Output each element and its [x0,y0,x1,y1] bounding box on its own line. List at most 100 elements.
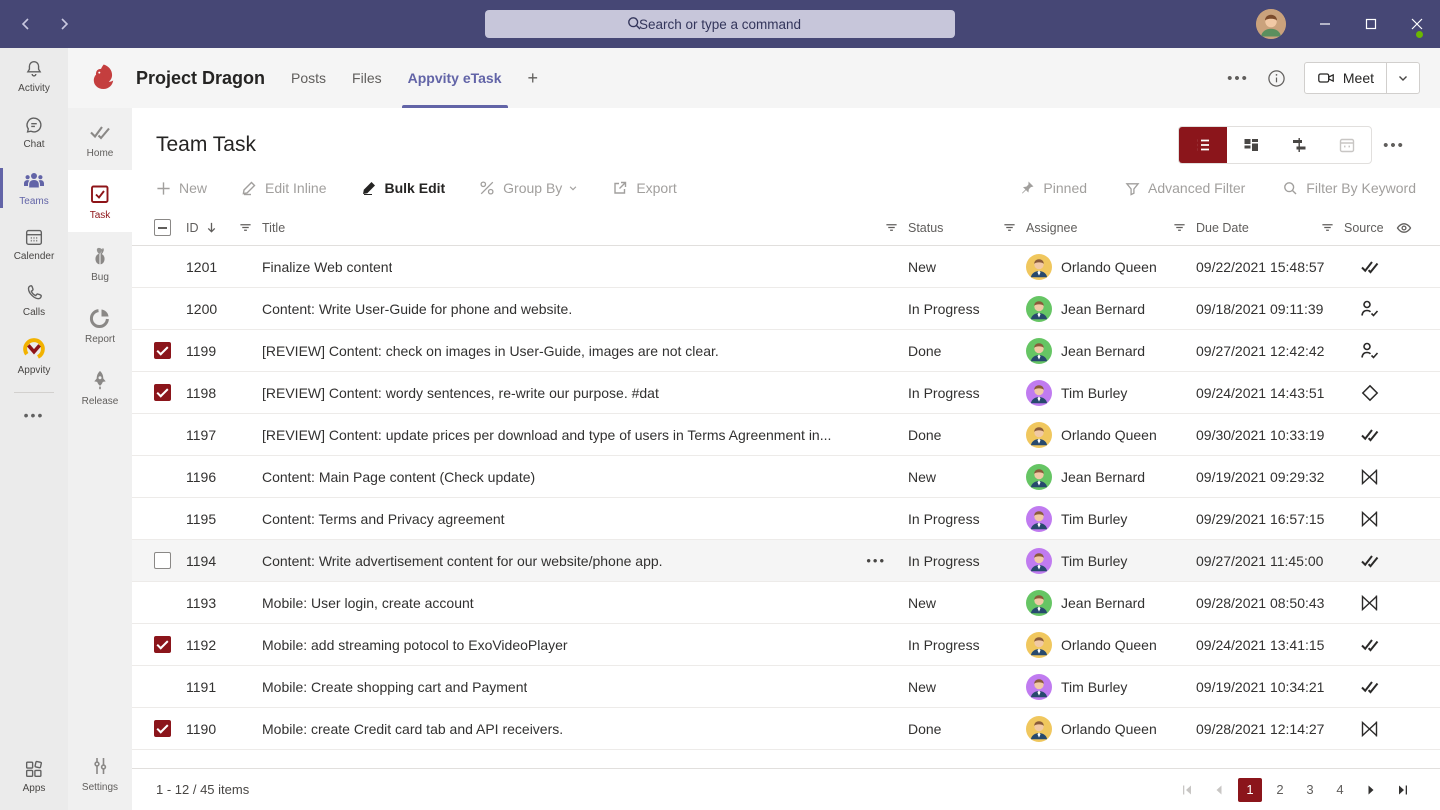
table-row[interactable]: 1193 Mobile: User login, create account … [132,582,1440,624]
info-icon[interactable] [1267,69,1286,88]
column-header-source[interactable]: Source [1344,221,1396,235]
meet-button[interactable]: Meet [1303,62,1420,94]
sidebar-item-apps[interactable]: Apps [0,748,68,804]
table-row[interactable]: 1196 Content: Main Page content (Check u… [132,456,1440,498]
column-header-title[interactable]: Title [262,221,908,235]
filter-icon[interactable] [1321,221,1334,234]
table-row[interactable]: 1201 Finalize Web content ••• New Orland… [132,246,1440,288]
list-view-button[interactable] [1179,127,1227,163]
table-row[interactable]: 1190 Mobile: create Credit card tab and … [132,708,1440,750]
board-view-button[interactable] [1227,127,1275,163]
calendar-icon [25,229,43,246]
meet-dropdown-button[interactable] [1387,63,1419,93]
task-source [1344,593,1396,613]
channel-more-button[interactable]: ••• [1227,69,1249,87]
column-header-id[interactable]: ID [186,221,262,235]
table-row[interactable]: 1191 Mobile: Create shopping cart and Pa… [132,666,1440,708]
tab-appvity-etask[interactable]: Appvity eTask [401,48,508,108]
views-more-button[interactable]: ••• [1383,136,1405,154]
page-button-4[interactable]: 4 [1336,782,1344,797]
sidebar-item-home[interactable]: Home [68,108,132,170]
task-due-date: 09/28/2021 08:50:43 [1196,594,1325,611]
sidebar-item-settings[interactable]: Settings [68,742,132,804]
row-checkbox[interactable] [154,552,171,569]
column-header-due-date[interactable]: Due Date [1196,221,1344,235]
rail-divider [14,392,54,393]
first-page-icon [1183,785,1191,794]
row-checkbox[interactable] [154,720,171,737]
column-header-assignee[interactable]: Assignee [1026,221,1196,235]
page-button-3[interactable]: 3 [1306,782,1314,797]
row-more-button[interactable]: ••• [866,553,886,568]
task-source [1344,341,1396,361]
filter-by-keyword-button[interactable]: Filter By Keyword [1283,180,1416,196]
edit-inline-button[interactable]: Edit Inline [241,180,327,196]
next-page-button[interactable] [1358,778,1384,802]
row-checkbox[interactable] [154,636,171,653]
group-by-button[interactable]: Group By [479,180,578,196]
board-view-icon [1244,139,1258,151]
advanced-filter-button[interactable]: Advanced Filter [1125,180,1245,196]
first-page-button[interactable] [1174,778,1200,802]
select-all-checkbox[interactable] [154,219,171,236]
close-button[interactable] [1394,0,1440,48]
sidebar-item-activity[interactable]: Activity [0,48,68,104]
sidebar-item-bug[interactable]: Bug [68,232,132,294]
page-button-1[interactable]: 1 [1238,777,1262,802]
tab-files[interactable]: Files [352,70,382,86]
table-row[interactable]: 1195 Content: Terms and Privacy agreemen… [132,498,1440,540]
column-visibility-button[interactable] [1396,220,1440,236]
presence-available-dot [1414,29,1425,40]
table-row[interactable]: 1198 [REVIEW] Content: wordy sentences, … [132,372,1440,414]
rail-more-button[interactable]: ••• [23,407,45,423]
pinned-button[interactable]: Pinned [1019,180,1087,196]
sidebar-item-appvity[interactable]: Appvity [0,328,68,384]
export-button[interactable]: Export [612,180,677,196]
sidebar-item-task[interactable]: Task [68,170,132,232]
calendar-view-button[interactable] [1323,127,1371,163]
column-header-status[interactable]: Status [908,221,1026,235]
search-input[interactable] [485,10,955,38]
task-source [1344,719,1396,739]
bulk-edit-button[interactable]: Bulk Edit [361,180,445,196]
task-title: Content: Write advertisement content for… [262,552,663,569]
page-button-2[interactable]: 2 [1276,782,1284,797]
last-page-button[interactable] [1390,778,1416,802]
sidebar-item-chat[interactable]: Chat [0,104,68,160]
filter-icon[interactable] [885,221,898,234]
previous-page-button[interactable] [1206,778,1232,802]
sidebar-item-calls[interactable]: Calls [0,272,68,328]
sidebar-item-report[interactable]: Report [68,294,132,356]
table-row[interactable]: 1197 [REVIEW] Content: update prices per… [132,414,1440,456]
phone-icon [27,285,42,300]
table-row[interactable]: 1199 [REVIEW] Content: check on images i… [132,330,1440,372]
task-status: Done [908,342,942,359]
back-arrow-icon[interactable] [14,12,38,36]
forward-arrow-icon[interactable] [52,12,76,36]
minimize-button[interactable] [1302,0,1348,48]
filter-icon[interactable] [239,221,252,234]
maximize-button[interactable] [1348,0,1394,48]
assignee-avatar [1026,631,1052,658]
table-row[interactable]: 1194 Content: Write advertisement conten… [132,540,1440,582]
sidebar-item-teams[interactable]: Teams [0,160,68,216]
search-icon [1284,181,1297,194]
command-search[interactable] [485,10,955,38]
filter-icon[interactable] [1003,221,1016,234]
table-row[interactable]: 1192 Mobile: add streaming potocol to Ex… [132,624,1440,666]
last-page-icon [1399,785,1407,794]
row-checkbox[interactable] [154,342,171,359]
sidebar-item-calendar[interactable]: Calender [0,216,68,272]
gantt-view-button[interactable] [1275,127,1323,163]
sort-descending-icon[interactable] [205,221,218,234]
filter-icon[interactable] [1173,221,1186,234]
previous-page-icon [1216,785,1222,794]
task-id: 1191 [186,678,217,695]
table-row[interactable]: 1200 Content: Write User-Guide for phone… [132,288,1440,330]
tab-posts[interactable]: Posts [291,70,327,86]
user-avatar[interactable] [1256,9,1286,39]
add-tab-button[interactable]: + [527,67,539,88]
row-checkbox[interactable] [154,384,171,401]
sidebar-item-release[interactable]: Release [68,356,132,418]
new-button[interactable]: New [156,180,207,196]
